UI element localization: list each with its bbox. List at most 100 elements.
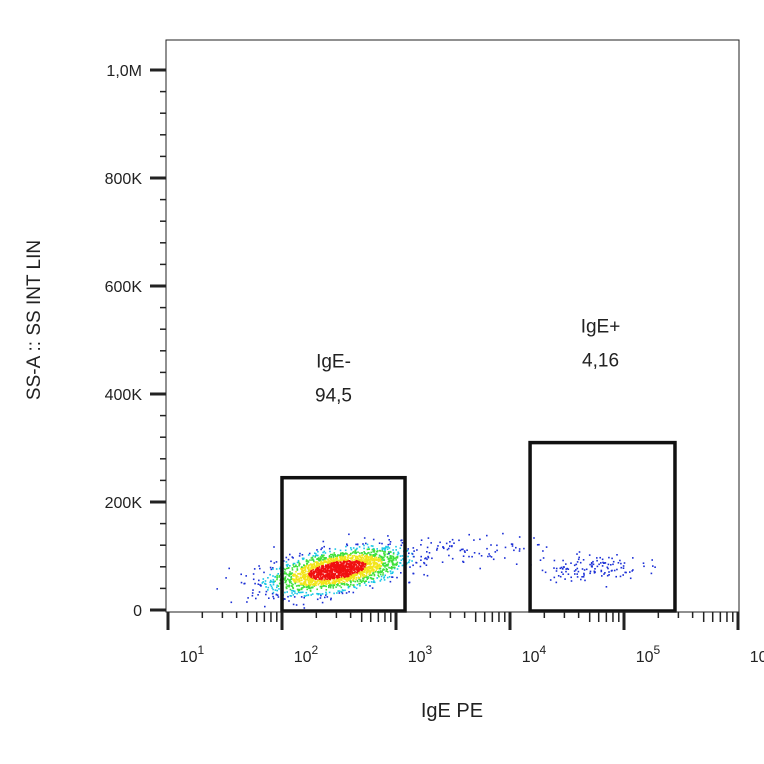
data-point: [387, 535, 389, 537]
data-point: [293, 562, 296, 565]
data-point: [360, 567, 363, 569]
data-point: [376, 550, 379, 553]
data-point: [582, 559, 585, 561]
data-point: [295, 585, 298, 587]
data-point: [294, 580, 297, 582]
data-point: [373, 568, 375, 571]
data-point: [305, 591, 308, 594]
data-point: [366, 578, 369, 580]
data-point: [300, 571, 303, 573]
data-point: [316, 572, 318, 574]
data-point: [344, 572, 346, 575]
data-point: [296, 581, 298, 583]
data-point: [329, 582, 331, 584]
data-point: [344, 589, 346, 592]
data-point: [276, 577, 278, 579]
data-point: [390, 566, 393, 568]
data-point: [328, 565, 330, 568]
data-point: [295, 570, 297, 573]
data-point: [356, 580, 359, 583]
data-point: [258, 591, 261, 593]
data-point: [337, 565, 340, 567]
data-point: [601, 558, 604, 561]
data-point: [245, 575, 247, 577]
data-point: [339, 559, 342, 562]
data-point: [318, 593, 320, 595]
data-point: [276, 578, 278, 581]
data-point: [347, 570, 349, 573]
data-point: [332, 556, 335, 558]
data-point: [303, 607, 306, 609]
data-point: [356, 574, 359, 576]
data-point: [305, 559, 308, 561]
data-point: [298, 580, 301, 583]
data-point: [376, 548, 378, 550]
data-point: [308, 568, 310, 571]
data-point: [349, 578, 352, 581]
data-point: [365, 542, 367, 545]
data-point: [331, 553, 334, 556]
data-point: [304, 565, 307, 567]
data-point: [372, 559, 375, 561]
data-point: [349, 577, 352, 579]
data-point: [397, 552, 400, 555]
data-point: [292, 562, 295, 565]
data-point: [325, 585, 327, 588]
data-point: [601, 575, 603, 577]
data-point: [344, 555, 347, 558]
data-point: [323, 550, 326, 553]
data-point: [331, 575, 334, 578]
data-point: [288, 585, 290, 588]
data-point: [359, 552, 361, 554]
data-point: [322, 555, 324, 558]
data-point: [324, 577, 327, 579]
data-point: [332, 584, 335, 586]
data-point: [341, 564, 344, 567]
data-point: [371, 566, 374, 569]
data-point: [320, 548, 322, 551]
data-point: [309, 587, 312, 589]
data-point: [346, 580, 349, 583]
data-point: [384, 555, 386, 557]
data-point: [305, 586, 308, 588]
data-point: [293, 578, 295, 581]
data-point: [298, 591, 301, 594]
data-point: [269, 584, 272, 586]
data-point: [317, 562, 320, 564]
data-point: [401, 555, 404, 557]
data-point: [324, 560, 326, 562]
data-point: [370, 554, 373, 556]
data-point: [329, 558, 332, 561]
data-point: [338, 564, 340, 567]
data-point: [334, 561, 336, 564]
data-point: [355, 577, 358, 579]
data-point: [305, 578, 307, 581]
data-point: [578, 556, 580, 559]
data-point: [291, 556, 294, 558]
data-point: [319, 563, 322, 566]
data-point: [378, 556, 380, 559]
data-point: [345, 570, 348, 573]
data-point: [262, 581, 264, 583]
data-point: [333, 561, 335, 564]
data-point: [345, 569, 348, 572]
data-point: [416, 549, 418, 551]
data-point: [340, 576, 343, 578]
gate-percent-label: 4,16: [582, 351, 619, 372]
data-point: [310, 571, 313, 574]
gate-ige-negative[interactable]: [280, 475, 407, 613]
data-point: [387, 546, 389, 548]
data-point: [339, 560, 342, 563]
data-point: [297, 584, 300, 587]
data-point: [349, 554, 352, 557]
data-point: [320, 576, 322, 579]
data-point: [283, 572, 286, 575]
data-point: [363, 571, 366, 573]
data-point: [396, 568, 399, 570]
data-point: [312, 555, 315, 557]
data-point: [278, 582, 281, 585]
data-point: [314, 552, 316, 554]
gate-ige-positive[interactable]: [528, 440, 677, 613]
data-point: [371, 568, 374, 571]
data-point: [436, 547, 439, 550]
